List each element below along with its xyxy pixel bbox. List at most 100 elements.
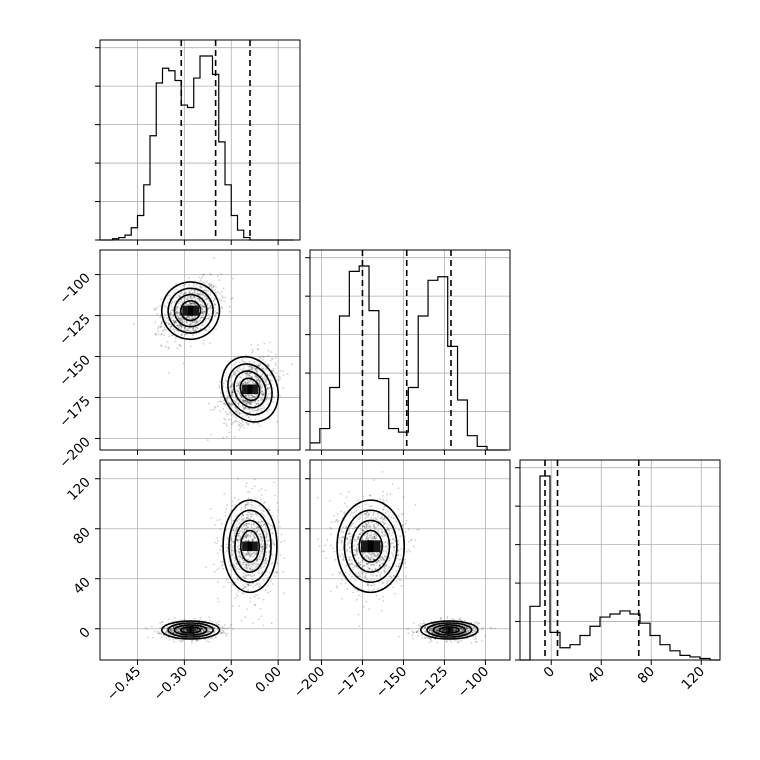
sample-point (172, 328, 175, 330)
sample-point (207, 317, 210, 320)
sample-point (180, 317, 183, 319)
sample-point (253, 596, 256, 598)
sample-point (191, 292, 194, 295)
sample-point (217, 400, 220, 403)
sample-point (247, 401, 250, 404)
sample-point (210, 517, 213, 520)
sample-point (260, 398, 263, 401)
sample-point (251, 365, 253, 368)
x-tick-label: 80 (635, 664, 658, 687)
sample-point (221, 625, 223, 628)
sample-point (340, 531, 343, 533)
sample-point (161, 621, 164, 624)
x-tick-label: 0 (541, 664, 558, 681)
sample-point (197, 293, 199, 295)
sample-point (217, 623, 220, 626)
sample-point (190, 321, 193, 323)
sample-point (172, 314, 175, 316)
sample-point (178, 324, 181, 327)
sample-point (440, 617, 443, 619)
sample-point (269, 379, 272, 381)
sample-point (342, 548, 344, 550)
sample-point (266, 373, 269, 376)
sample-point (242, 398, 245, 401)
sample-point (207, 330, 210, 332)
sample-point (430, 630, 433, 633)
sample-point (258, 558, 261, 560)
sample-point (160, 325, 163, 328)
sample-point (171, 334, 174, 337)
sample-point (228, 397, 230, 399)
sample-point (205, 296, 208, 299)
sample-point (231, 383, 233, 386)
sample-point (245, 408, 248, 410)
sample-point (400, 548, 402, 550)
sample-point (272, 367, 275, 370)
sample-point (159, 316, 162, 319)
sample-point (220, 560, 222, 563)
sample-point (215, 291, 218, 294)
sample-point (153, 309, 156, 312)
sample-point (216, 597, 219, 600)
sample-point (248, 360, 251, 363)
sample-point (247, 583, 250, 586)
sample-point (251, 622, 254, 625)
sample-point (415, 631, 418, 633)
sample-point (246, 401, 249, 404)
sample-point (256, 563, 258, 566)
sample-point (245, 394, 247, 397)
sample-point (178, 295, 181, 298)
sample-point (262, 598, 265, 601)
sample-point (252, 575, 254, 577)
sample-point (216, 537, 218, 539)
sample-point (453, 640, 456, 642)
sample-point (189, 288, 192, 291)
sample-point (167, 347, 170, 350)
sample-point (219, 528, 222, 531)
sample-point (170, 310, 172, 312)
sample-point (397, 575, 399, 578)
sample-point (194, 628, 197, 631)
sample-point (188, 291, 191, 294)
sample-point (352, 515, 355, 518)
sample-point (238, 412, 241, 414)
sample-point (260, 494, 263, 496)
sample-point (247, 416, 250, 419)
sample-point (250, 379, 253, 382)
sample-point (147, 636, 149, 639)
sample-point (202, 322, 205, 324)
sample-point (259, 383, 261, 386)
sample-point (156, 330, 159, 333)
sample-point (207, 302, 209, 305)
sample-point (421, 634, 423, 637)
sample-point (193, 617, 196, 620)
sample-point (256, 379, 259, 382)
sample-point (186, 298, 189, 300)
sample-point (165, 630, 168, 632)
sample-point (271, 532, 274, 534)
sample-point (188, 330, 191, 332)
sample-point (246, 400, 249, 403)
sample-point (226, 536, 229, 539)
sample-point (212, 563, 215, 566)
sample-point (270, 622, 273, 625)
sample-point (279, 394, 281, 397)
sample-point (269, 580, 272, 583)
sample-point (235, 593, 238, 596)
sample-point (238, 518, 240, 521)
density-peak (189, 627, 192, 633)
histogram-p2 (310, 265, 507, 451)
sample-point (214, 541, 217, 544)
sample-point (398, 635, 400, 638)
sample-point (248, 366, 250, 368)
sample-point (160, 323, 163, 326)
sample-point (193, 284, 195, 287)
sample-point (227, 395, 229, 397)
sample-point (208, 619, 211, 622)
sample-point (260, 488, 263, 490)
sample-point (222, 436, 225, 439)
sample-point (186, 329, 189, 332)
sample-point (171, 334, 174, 337)
sample-point (210, 287, 213, 289)
sample-point (253, 527, 256, 530)
